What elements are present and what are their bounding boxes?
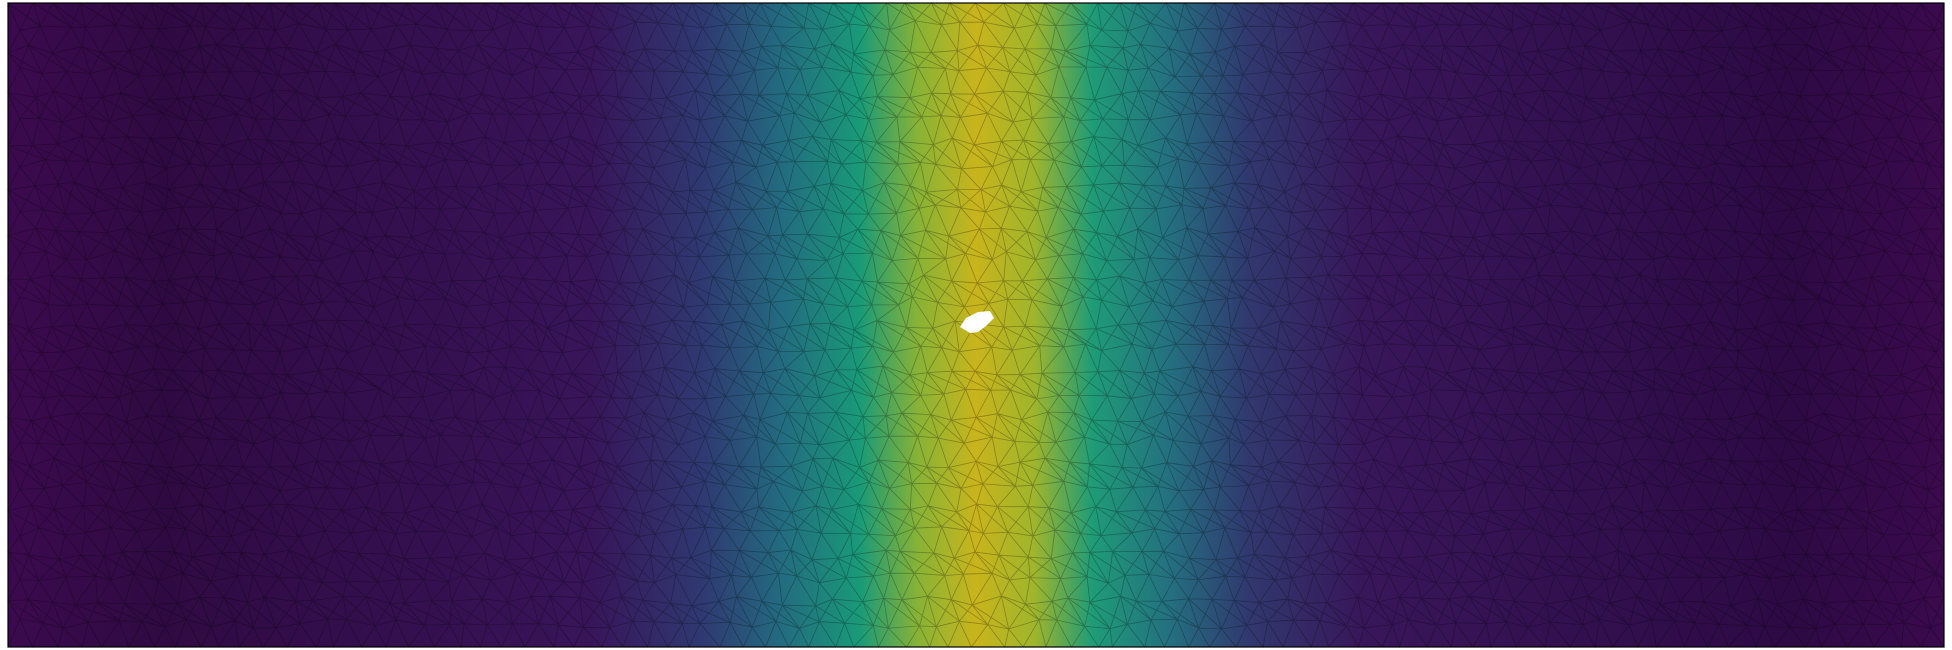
mesh-edges	[6, 2, 1945, 649]
triangle-mesh	[6, 2, 1945, 649]
mesh-hole	[960, 311, 994, 333]
plot-border	[7, 2, 1945, 648]
